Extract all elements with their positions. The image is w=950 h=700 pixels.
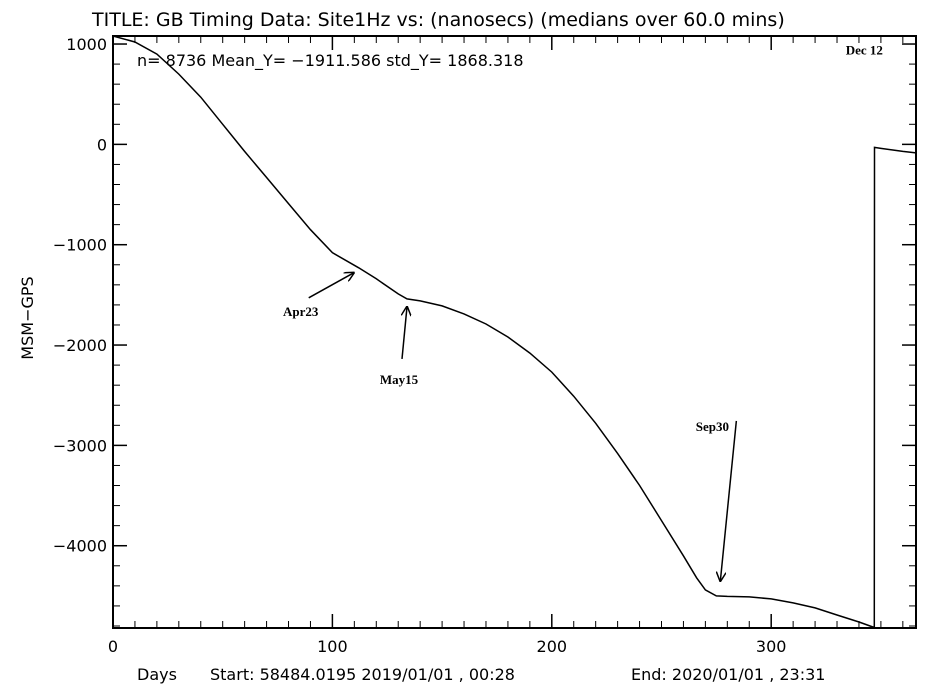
x-axis-label: Days bbox=[137, 665, 177, 684]
stats-label: n= 8736 Mean_Y= −1911.586 std_Y= 1868.31… bbox=[137, 51, 524, 71]
axis-ticks bbox=[112, 36, 916, 628]
chart-title: TITLE: GB Timing Data: Site1Hz vs: (nano… bbox=[91, 9, 785, 31]
x-tick-label: 300 bbox=[756, 637, 787, 656]
y-tick-label: −3000 bbox=[53, 436, 107, 455]
footer-start: Start: 58484.0195 2019/01/01 , 00:28 bbox=[210, 665, 515, 684]
y-tick-label: −2000 bbox=[53, 336, 107, 355]
y-tick-label: −4000 bbox=[53, 537, 107, 556]
series-line-msm-gps bbox=[112, 35, 917, 629]
annotations: Apr23 May15 Sep30 Dec 12 bbox=[283, 42, 883, 581]
y-tick-label: 0 bbox=[97, 135, 107, 154]
annotation-dec-12: Dec 12 bbox=[846, 42, 883, 57]
x-tick-label: 0 bbox=[108, 637, 118, 656]
annotation-apr23: Apr23 bbox=[283, 304, 319, 319]
x-tick-label: 200 bbox=[537, 637, 568, 656]
y-tick-label: 1000 bbox=[66, 35, 107, 54]
tick-labels: 0 100 200 300 1000 0 −1000 −2000 −3000 −4000 bbox=[53, 35, 787, 656]
y-axis-label: MSM−GPS bbox=[18, 276, 37, 359]
annotation-arrow-sep30 bbox=[720, 420, 738, 581]
plot-area-frame bbox=[112, 35, 917, 629]
footer-end: End: 2020/01/01 , 23:31 bbox=[631, 665, 825, 684]
y-tick-label: −1000 bbox=[53, 236, 107, 255]
annotation-sep30: Sep30 bbox=[696, 419, 729, 434]
annotation-arrow-apr23 bbox=[308, 273, 354, 299]
annotation-may15: May15 bbox=[380, 372, 419, 387]
annotation-arrow-may15 bbox=[402, 307, 407, 359]
x-tick-label: 100 bbox=[317, 637, 348, 656]
